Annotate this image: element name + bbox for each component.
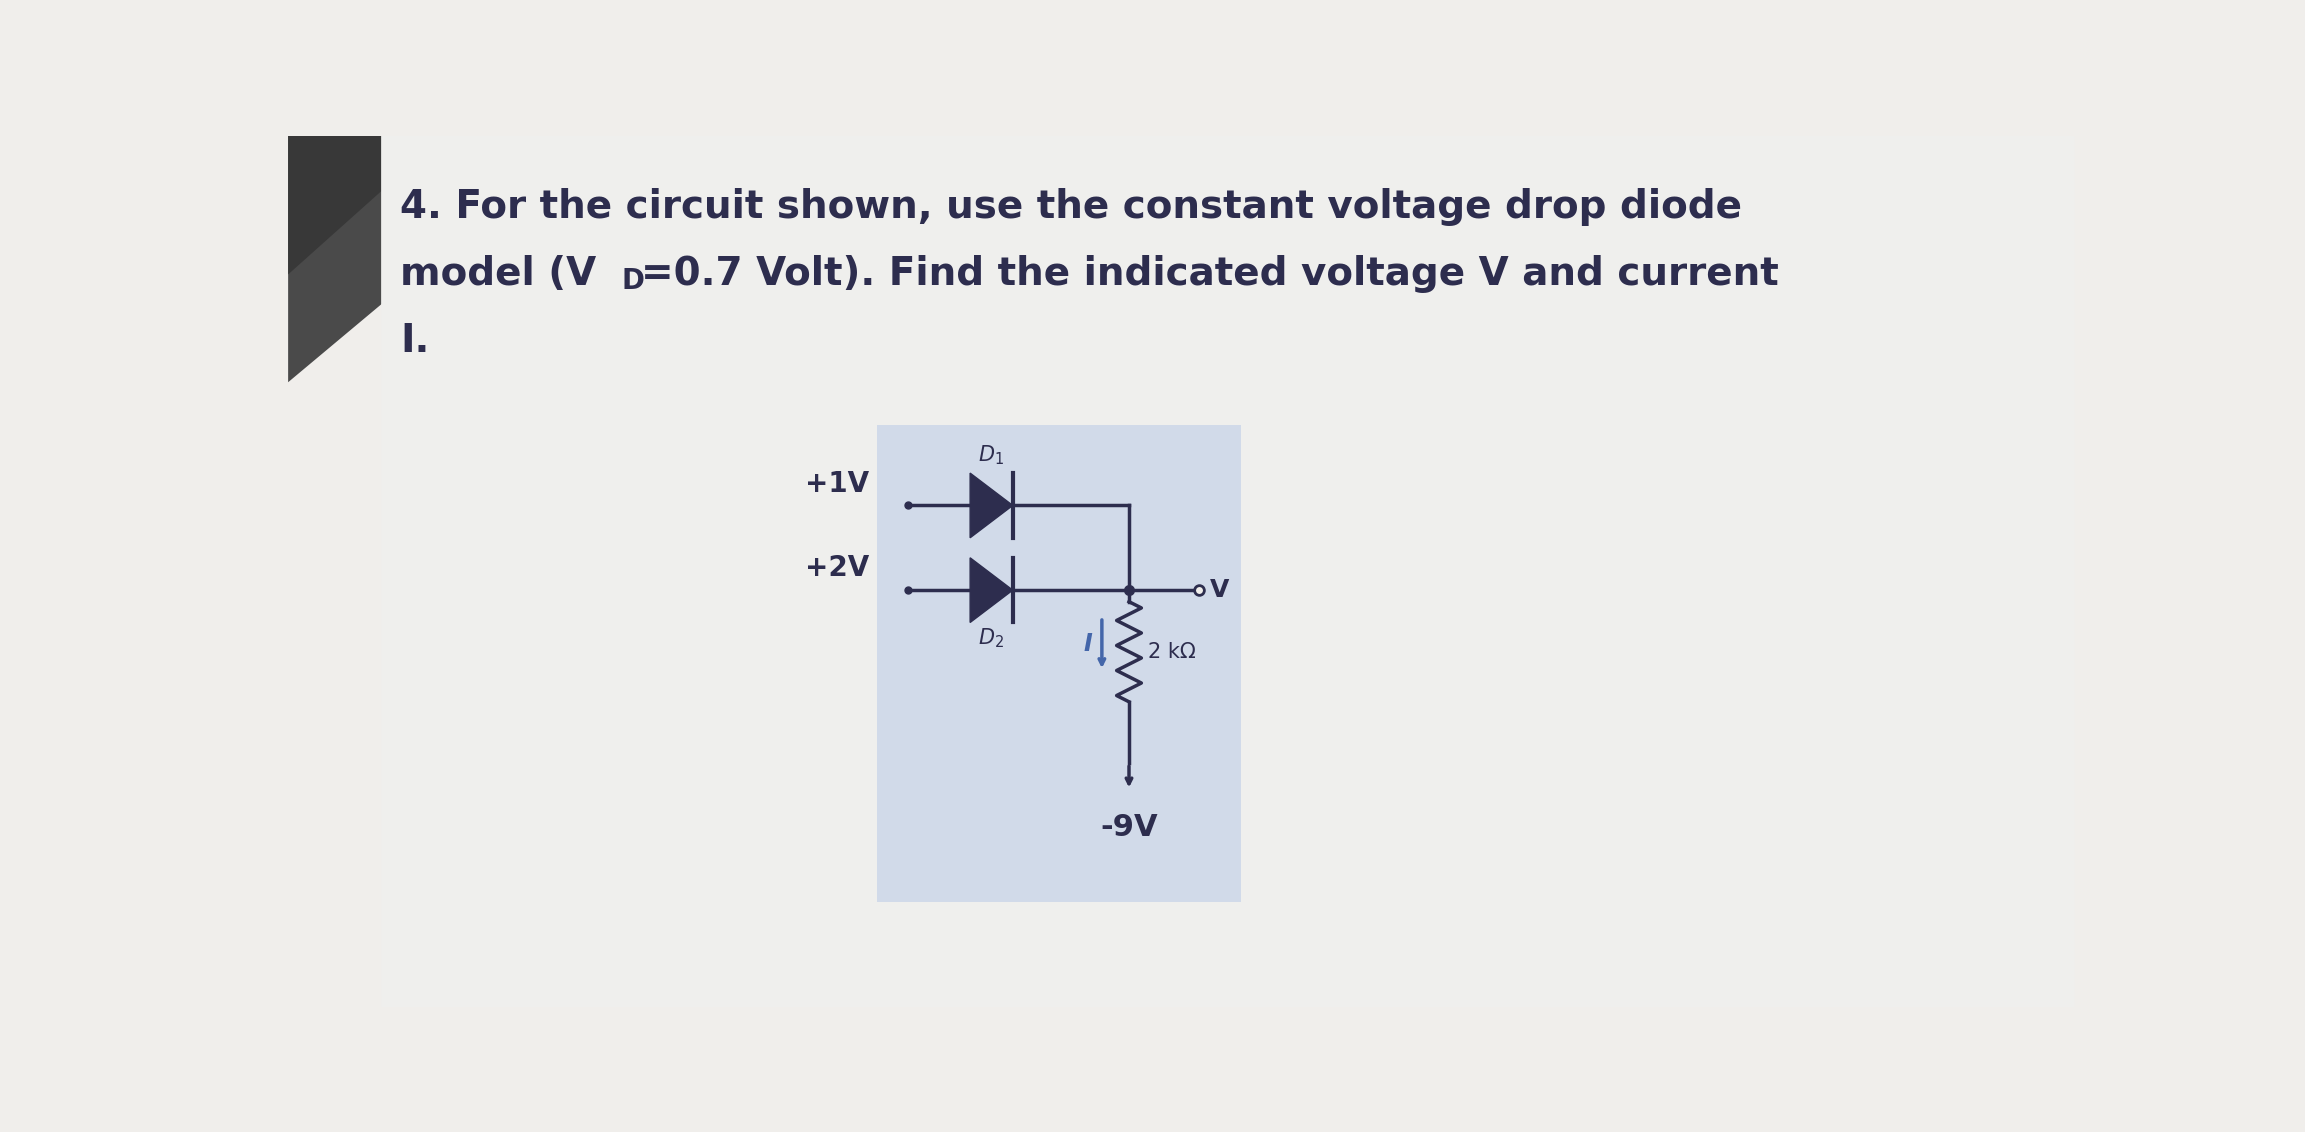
Text: model (V: model (V — [401, 255, 597, 293]
Text: =0.7 Volt). Find the indicated voltage V and current: =0.7 Volt). Find the indicated voltage V… — [641, 255, 1779, 293]
Text: $D_1$: $D_1$ — [977, 444, 1005, 466]
Text: $D_2$: $D_2$ — [977, 626, 1005, 650]
Text: +2V: +2V — [804, 555, 869, 583]
Text: 2 kΩ: 2 kΩ — [1148, 642, 1196, 662]
Bar — [878, 424, 1242, 902]
Text: -9V: -9V — [1099, 814, 1157, 842]
Text: I.: I. — [401, 323, 429, 360]
Text: 4. For the circuit shown, use the constant voltage drop diode: 4. For the circuit shown, use the consta… — [401, 188, 1743, 226]
Text: +1V: +1V — [804, 470, 869, 498]
Polygon shape — [970, 558, 1012, 623]
Polygon shape — [970, 473, 1012, 538]
Polygon shape — [288, 136, 583, 383]
Text: I: I — [1083, 632, 1093, 657]
Polygon shape — [288, 136, 443, 274]
Text: V: V — [1210, 578, 1231, 602]
Text: D: D — [622, 267, 645, 294]
FancyBboxPatch shape — [380, 136, 2074, 1007]
